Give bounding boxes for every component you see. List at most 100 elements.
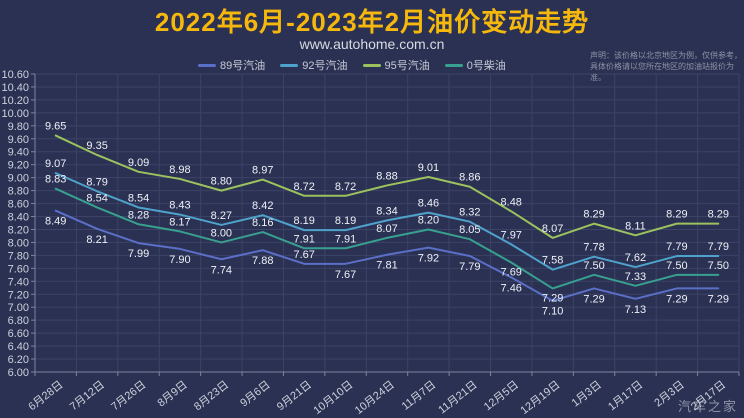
y-axis-tick-label: 9.20	[8, 160, 29, 172]
x-axis-tick-label: 1月17日	[606, 379, 645, 413]
data-label-92号汽油: 8.19	[335, 215, 356, 227]
y-axis-tick-label: 10.60	[1, 69, 29, 81]
data-label-95号汽油: 9.01	[418, 162, 439, 174]
line-chart: 6.006.206.406.606.807.007.207.407.607.80…	[0, 0, 744, 418]
y-axis-tick-label: 6.00	[8, 367, 29, 379]
data-label-0号柴油: 7.33	[625, 271, 646, 283]
data-label-95号汽油: 9.35	[86, 140, 107, 152]
data-label-92号汽油: 8.43	[169, 200, 190, 212]
y-axis-tick-label: 9.00	[8, 173, 29, 185]
x-axis-tick-label: 12月5日	[482, 379, 521, 413]
y-axis-tick-label: 9.80	[8, 121, 29, 133]
x-axis-tick-label: 1月3日	[570, 379, 604, 410]
y-axis-tick-label: 9.60	[8, 134, 29, 146]
data-label-95号汽油: 8.07	[542, 223, 563, 235]
data-label-95号汽油: 8.29	[708, 209, 729, 221]
data-label-0号柴油: 8.00	[211, 227, 232, 239]
data-label-92号汽油: 8.32	[459, 207, 480, 219]
data-label-89号汽油: 7.13	[625, 304, 646, 316]
data-label-0号柴油: 8.20	[418, 214, 439, 226]
data-label-89号汽油: 8.49	[45, 216, 66, 228]
data-label-92号汽油: 7.97	[501, 229, 522, 241]
data-label-92号汽油: 9.07	[45, 158, 66, 170]
y-axis-tick-label: 10.40	[1, 82, 29, 94]
data-label-0号柴油: 8.54	[86, 192, 107, 204]
data-label-0号柴油: 8.07	[376, 223, 397, 235]
y-axis-tick-label: 7.00	[8, 302, 29, 314]
data-label-95号汽油: 9.09	[128, 157, 149, 169]
data-label-92号汽油: 7.58	[542, 255, 563, 267]
data-label-95号汽油: 9.65	[45, 121, 66, 133]
data-label-0号柴油: 8.16	[252, 217, 273, 229]
x-axis-tick-label: 8月9日	[155, 379, 189, 410]
data-label-92号汽油: 8.79	[86, 176, 107, 188]
data-label-89号汽油: 7.88	[252, 255, 273, 267]
y-axis-tick-label: 6.60	[8, 328, 29, 340]
y-axis-tick-label: 10.20	[1, 95, 29, 107]
y-axis-tick-label: 7.60	[8, 263, 29, 275]
y-axis-tick-label: 6.20	[8, 354, 29, 366]
data-label-0号柴油: 7.50	[666, 260, 687, 272]
data-label-95号汽油: 8.72	[293, 181, 314, 193]
y-axis-tick-label: 6.80	[8, 315, 29, 327]
data-label-92号汽油: 7.62	[625, 252, 646, 264]
data-label-89号汽油: 7.67	[293, 249, 314, 261]
x-axis-tick-label: 11月7日	[400, 379, 439, 413]
data-label-92号汽油: 8.34	[376, 205, 397, 217]
chart-page: 2022年6月-2023年2月油价变动走势 www.autohome.com.c…	[0, 0, 744, 418]
data-label-92号汽油: 8.54	[128, 192, 149, 204]
x-axis-tick-label: 7月26日	[109, 379, 148, 413]
data-label-0号柴油: 7.50	[708, 260, 729, 272]
data-label-0号柴油: 7.50	[583, 260, 604, 272]
data-label-92号汽油: 8.19	[293, 215, 314, 227]
data-label-95号汽油: 8.29	[666, 209, 687, 221]
x-axis-tick-label: 9月21日	[275, 379, 314, 413]
data-label-95号汽油: 8.29	[583, 209, 604, 221]
data-label-89号汽油: 7.79	[459, 261, 480, 273]
data-label-95号汽油: 8.48	[501, 196, 522, 208]
data-label-0号柴油: 7.91	[335, 233, 356, 245]
y-axis-tick-label: 6.40	[8, 341, 29, 353]
data-label-92号汽油: 8.42	[252, 200, 273, 212]
data-label-0号柴油: 7.69	[501, 267, 522, 279]
data-label-0号柴油: 8.28	[128, 209, 149, 221]
data-label-89号汽油: 7.29	[583, 293, 604, 305]
data-label-0号柴油: 7.91	[293, 233, 314, 245]
x-axis-tick-label: 9月6日	[238, 379, 272, 410]
data-label-95号汽油: 8.72	[335, 181, 356, 193]
data-label-92号汽油: 7.79	[708, 241, 729, 253]
data-label-95号汽油: 8.80	[211, 176, 232, 188]
data-label-89号汽油: 7.90	[169, 254, 190, 266]
data-label-89号汽油: 7.81	[376, 260, 397, 272]
data-label-95号汽油: 8.11	[625, 220, 646, 232]
y-axis-tick-label: 8.80	[8, 186, 29, 198]
y-axis-tick-label: 9.40	[8, 147, 29, 159]
y-axis-tick-label: 7.40	[8, 276, 29, 288]
data-label-89号汽油: 7.74	[211, 264, 232, 276]
data-label-92号汽油: 7.78	[583, 242, 604, 254]
y-axis-tick-label: 8.20	[8, 224, 29, 236]
y-axis-tick-label: 8.40	[8, 212, 29, 224]
x-axis-tick-label: 11月21日	[436, 379, 479, 417]
x-axis-tick-label: 12月19日	[518, 379, 562, 417]
data-label-92号汽油: 8.27	[211, 210, 232, 222]
data-label-0号柴油: 8.05	[459, 224, 480, 236]
data-label-89号汽油: 7.10	[542, 306, 563, 318]
y-axis-tick-label: 8.60	[8, 199, 29, 211]
data-label-89号汽油: 7.46	[501, 282, 522, 294]
x-axis-tick-label: 7月12日	[68, 379, 107, 413]
data-label-95号汽油: 8.86	[459, 172, 480, 184]
x-axis-tick-label: 6月28日	[26, 379, 65, 413]
data-label-0号柴油: 8.17	[169, 216, 190, 228]
x-axis-tick-label: 10月24日	[353, 379, 397, 417]
data-label-89号汽油: 7.99	[128, 248, 149, 260]
y-axis-tick-label: 7.20	[8, 289, 29, 301]
data-label-0号柴油: 8.83	[45, 174, 66, 186]
x-axis-tick-label: 10月10日	[311, 379, 355, 417]
y-axis-tick-label: 7.80	[8, 250, 29, 262]
data-label-89号汽油: 8.21	[86, 234, 107, 246]
data-label-89号汽油: 7.67	[335, 269, 356, 281]
x-axis-tick-label: 8月23日	[192, 379, 231, 413]
data-label-89号汽油: 7.29	[666, 293, 687, 305]
y-axis-tick-label: 10.00	[1, 108, 29, 120]
